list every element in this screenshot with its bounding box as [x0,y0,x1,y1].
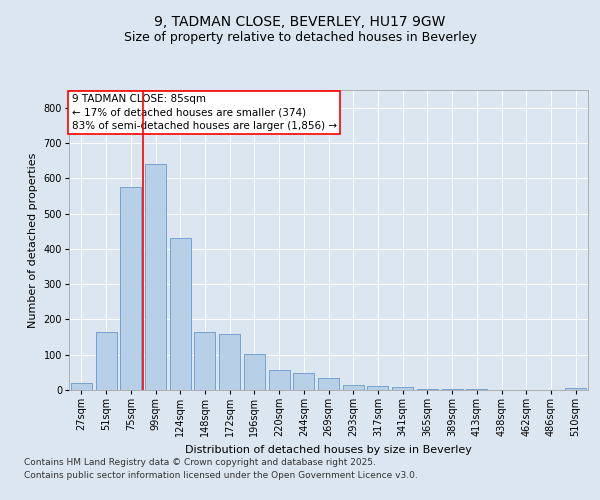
Bar [194,332,215,390]
Bar [417,388,438,390]
Bar [565,388,586,390]
Bar [367,386,388,390]
Bar [466,389,487,390]
Text: Contains public sector information licensed under the Open Government Licence v3: Contains public sector information licen… [24,470,418,480]
Bar [269,370,290,390]
Bar [442,388,463,390]
Text: 9, TADMAN CLOSE, BEVERLEY, HU17 9GW: 9, TADMAN CLOSE, BEVERLEY, HU17 9GW [154,16,446,30]
Bar [392,387,413,390]
Bar [244,354,265,390]
Bar [343,384,364,390]
Bar [293,374,314,390]
Text: Contains HM Land Registry data © Crown copyright and database right 2025.: Contains HM Land Registry data © Crown c… [24,458,376,467]
Bar [95,332,116,390]
X-axis label: Distribution of detached houses by size in Beverley: Distribution of detached houses by size … [185,444,472,454]
Y-axis label: Number of detached properties: Number of detached properties [28,152,38,328]
Text: Size of property relative to detached houses in Beverley: Size of property relative to detached ho… [124,31,476,44]
Bar [71,383,92,390]
Bar [170,238,191,390]
Bar [219,334,240,390]
Text: 9 TADMAN CLOSE: 85sqm
← 17% of detached houses are smaller (374)
83% of semi-det: 9 TADMAN CLOSE: 85sqm ← 17% of detached … [71,94,337,131]
Bar [318,378,339,390]
Bar [145,164,166,390]
Bar [120,187,141,390]
